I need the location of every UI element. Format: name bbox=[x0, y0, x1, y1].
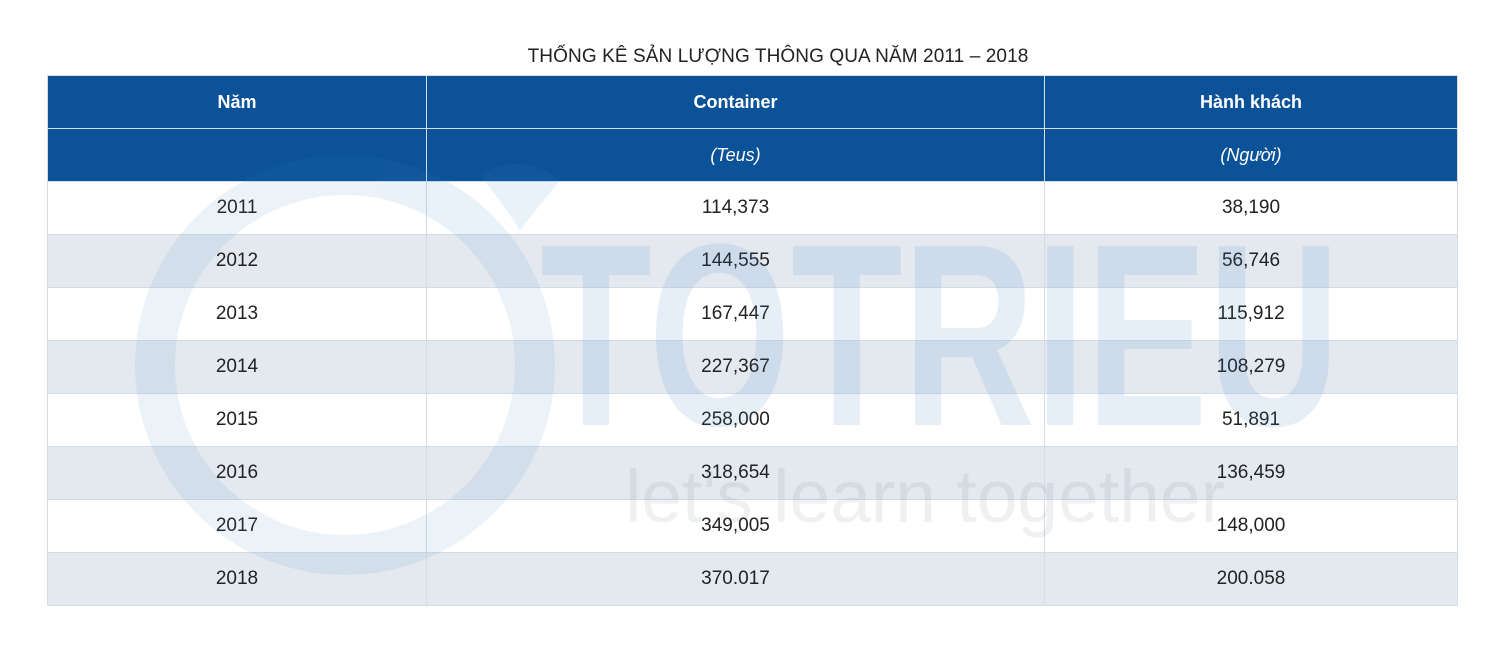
cell-container: 370.017 bbox=[426, 552, 1045, 606]
cell-container: 318,654 bbox=[426, 446, 1045, 500]
cell-passengers: 56,746 bbox=[1044, 234, 1458, 288]
header-row: Năm Container Hành khách bbox=[47, 75, 1458, 129]
cell-year: 2011 bbox=[47, 181, 427, 235]
cell-year: 2016 bbox=[47, 446, 427, 500]
table-title: THỐNG KÊ SẢN LƯỢNG THÔNG QUA NĂM 2011 – … bbox=[527, 46, 1029, 67]
cell-year: 2018 bbox=[47, 552, 427, 606]
table-row: 2011 114,373 38,190 bbox=[47, 181, 1458, 235]
table-row: 2016 318,654 136,459 bbox=[47, 446, 1458, 500]
units-row: (Teus) (Người) bbox=[47, 128, 1458, 182]
cell-container: 144,555 bbox=[426, 234, 1045, 288]
cell-container: 227,367 bbox=[426, 340, 1045, 394]
table-row: 2014 227,367 108,279 bbox=[47, 340, 1458, 394]
cell-year: 2015 bbox=[47, 393, 427, 447]
table-row: 2017 349,005 148,000 bbox=[47, 499, 1458, 553]
cell-passengers: 115,912 bbox=[1044, 287, 1458, 341]
cell-container: 167,447 bbox=[426, 287, 1045, 341]
cell-year: 2014 bbox=[47, 340, 427, 394]
cell-passengers: 136,459 bbox=[1044, 446, 1458, 500]
cell-passengers: 108,279 bbox=[1044, 340, 1458, 394]
table-row: 2015 258,000 51,891 bbox=[47, 393, 1458, 447]
cell-year: 2017 bbox=[47, 499, 427, 553]
cell-passengers: 200.058 bbox=[1044, 552, 1458, 606]
cell-container: 258,000 bbox=[426, 393, 1045, 447]
unit-container: (Teus) bbox=[426, 128, 1045, 182]
table-row: 2018 370.017 200.058 bbox=[47, 552, 1458, 606]
cell-year: 2013 bbox=[47, 287, 427, 341]
col-header-year: Năm bbox=[47, 75, 427, 129]
table-row: 2012 144,555 56,746 bbox=[47, 234, 1458, 288]
cell-passengers: 38,190 bbox=[1044, 181, 1458, 235]
table-row: 2013 167,447 115,912 bbox=[47, 287, 1458, 341]
stats-table: Năm Container Hành khách (Teus) (Người) … bbox=[47, 75, 1458, 606]
col-header-container: Container bbox=[426, 75, 1045, 129]
unit-passengers: (Người) bbox=[1044, 128, 1458, 182]
cell-year: 2012 bbox=[47, 234, 427, 288]
cell-passengers: 148,000 bbox=[1044, 499, 1458, 553]
cell-container: 349,005 bbox=[426, 499, 1045, 553]
cell-container: 114,373 bbox=[426, 181, 1045, 235]
col-header-passengers: Hành khách bbox=[1044, 75, 1458, 129]
cell-passengers: 51,891 bbox=[1044, 393, 1458, 447]
unit-year bbox=[47, 128, 427, 182]
